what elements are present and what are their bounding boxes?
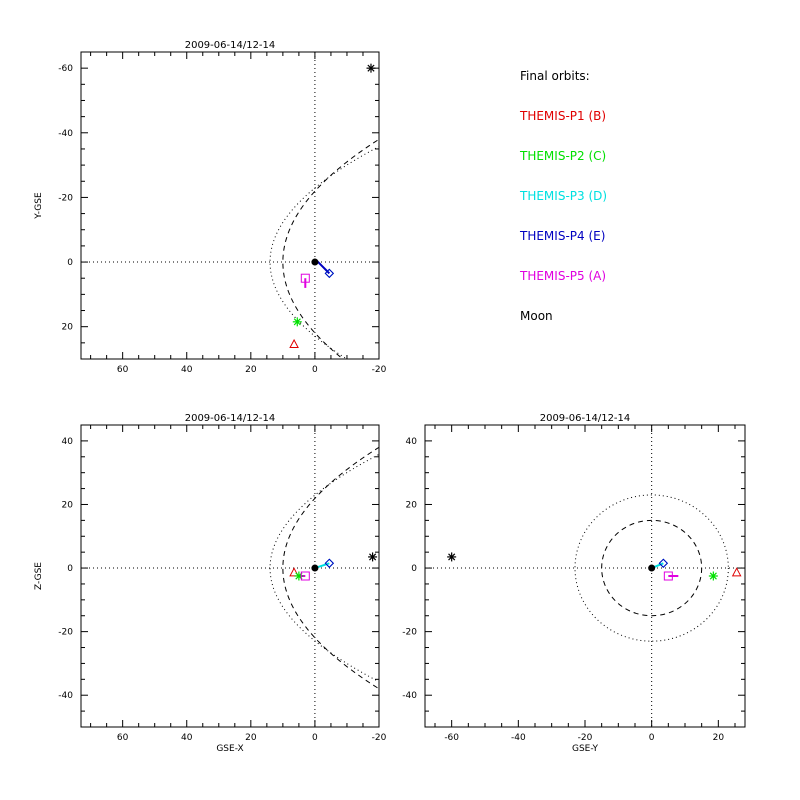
magnetopause-boundary [282, 446, 379, 690]
x-tick-label: 0 [312, 365, 318, 375]
x-tick-label: 20 [245, 365, 257, 375]
legend-item: THEMIS-P3 (D) [519, 189, 607, 203]
x-tick-label: 20 [245, 733, 257, 743]
magnetopause-boundary [282, 138, 379, 359]
x-tick-label: 0 [649, 733, 655, 743]
asterisk-stroke [709, 572, 717, 580]
legend: Final orbits: THEMIS-P1 (B) THEMIS-P2 (C) T… [519, 69, 607, 323]
y-tick-label: -20 [402, 628, 417, 638]
themis-p5-a-marker [663, 571, 673, 581]
y-axis-label: Y-GSE [34, 192, 44, 220]
y-axis-label: Z-GSE [34, 562, 44, 590]
moon-marker [366, 63, 376, 73]
x-tick-label: -20 [372, 733, 387, 743]
asterisk-stroke [367, 64, 375, 72]
x-tick-label: 0 [312, 733, 318, 743]
x-tick-label: -40 [511, 733, 526, 743]
plot-frame [80, 51, 380, 360]
themis-p2-c-marker [708, 571, 718, 581]
legend-item: THEMIS-P2 (C) [519, 149, 606, 163]
x-tick-label: 60 [117, 733, 129, 743]
earth-marker [311, 564, 319, 572]
y-tick-label: 0 [67, 564, 73, 574]
panel-title: 2009-06-14/12-14 [540, 413, 631, 424]
legend-heading: Final orbits: [520, 69, 590, 83]
themis-p1-b-marker [731, 567, 742, 577]
y-tick-label: 0 [411, 564, 417, 574]
themis-p1-b-marker [289, 338, 299, 348]
moon-marker [447, 552, 457, 562]
y-tick-label: -20 [58, 628, 73, 638]
panel-2: 2009-06-14/12-14 60 40 20 0 -20 40 20 0 -20 -40 GSE… [34, 413, 387, 754]
y-tick-label: 20 [406, 500, 418, 510]
plot-frame [424, 424, 746, 728]
y-tick-label: -40 [58, 691, 73, 701]
y-tick-label: -20 [58, 193, 73, 203]
x-tick-label: 40 [181, 365, 193, 375]
y-tick-label: 20 [62, 323, 74, 333]
x-tick-label: 20 [713, 733, 725, 743]
themis-p5-a-marker [300, 273, 310, 283]
legend-item: THEMIS-P1 (B) [519, 109, 606, 123]
y-tick-label: 40 [62, 437, 74, 447]
asterisk-stroke [448, 553, 456, 561]
panel-1: 2009-06-14/12-14 60 40 20 0 -20 -60 -40 -20 0 20 Y-… [34, 40, 387, 375]
earth-marker [648, 564, 656, 572]
themis-p5-a-marker [300, 571, 310, 581]
plot-area [81, 425, 379, 727]
themis-p1-b-marker [289, 567, 299, 577]
plot-area [81, 52, 379, 359]
themis-p2-c-marker [292, 317, 302, 327]
x-axis-label: GSE-X [216, 744, 243, 754]
themis-p2-c-marker [294, 571, 304, 581]
legend-item: THEMIS-P4 (E) [519, 229, 605, 243]
magnetopause-boundary [601, 519, 703, 617]
legend-item: Moon [520, 309, 553, 323]
y-tick-label: -40 [402, 691, 417, 701]
y-tick-label: -40 [58, 129, 73, 139]
y-tick-label: -60 [58, 64, 73, 74]
legend-item: THEMIS-P5 (A) [519, 269, 606, 283]
x-tick-label: -20 [578, 733, 593, 743]
themis-p4-e-marker [324, 268, 335, 279]
x-tick-label: -60 [444, 733, 459, 743]
x-tick-label: 40 [181, 733, 193, 743]
x-axis-label: GSE-Y [572, 744, 599, 754]
moon-marker [368, 552, 378, 562]
themis-p4-e-marker [658, 558, 669, 568]
panel-3: 2009-06-14/12-14 -60 -40 -20 0 20 40 20 0 -20 -40 G… [402, 413, 746, 754]
plot-frame [80, 424, 380, 728]
x-tick-label: 60 [117, 365, 129, 375]
y-tick-label: 20 [62, 500, 74, 510]
asterisk-stroke [369, 553, 377, 561]
panel-title: 2009-06-14/12-14 [185, 40, 276, 51]
x-tick-label: -20 [372, 365, 387, 375]
plot-area [425, 425, 745, 727]
themis-p4-e-marker [324, 558, 335, 568]
y-tick-label: 40 [406, 437, 418, 447]
earth-marker [311, 258, 319, 266]
panel-title: 2009-06-14/12-14 [185, 413, 276, 424]
asterisk-stroke [293, 318, 301, 326]
y-tick-label: 0 [67, 258, 73, 268]
bow-shock-boundary [574, 494, 729, 642]
